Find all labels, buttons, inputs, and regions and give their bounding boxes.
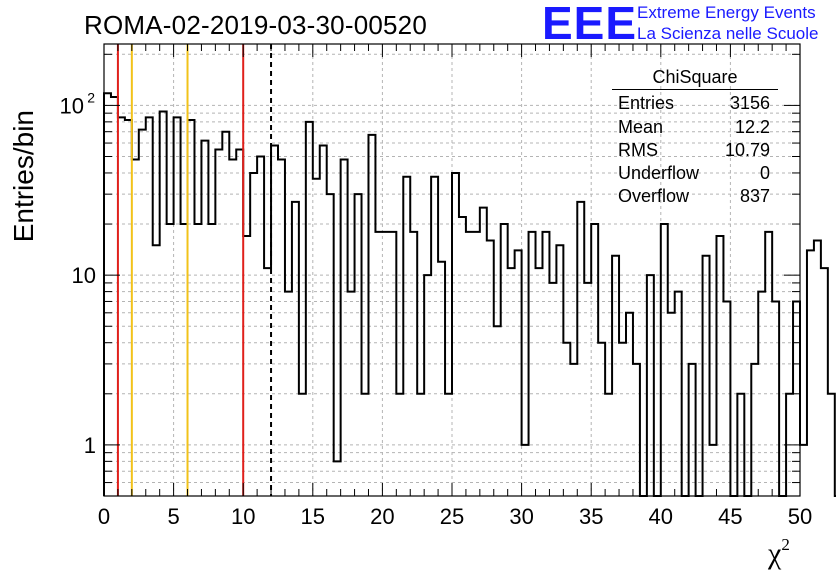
stats-value: 0 bbox=[759, 163, 770, 184]
stats-label: Mean bbox=[618, 116, 664, 137]
stats-row-entries: Entries 3156 bbox=[612, 92, 778, 115]
x-axis-label-text: χ bbox=[768, 537, 782, 570]
histogram-series bbox=[103, 92, 836, 497]
stats-box: ChiSquare Entries 3156 Mean 12.2 RMS 10.79 … bbox=[612, 66, 778, 209]
x-tick-label: 35 bbox=[579, 504, 603, 529]
logo-line-2: La Scienza nelle Scuole bbox=[637, 24, 819, 43]
x-tick-label: 15 bbox=[301, 504, 325, 529]
stats-row-underflow: Underflow 0 bbox=[612, 162, 778, 185]
y-tick-label: 10 bbox=[60, 93, 84, 118]
x-axis-label-sup: 2 bbox=[781, 535, 790, 554]
chart-title: ROMA-02-2019-03-30-00520 bbox=[84, 10, 427, 40]
stats-value: 10.79 bbox=[724, 139, 770, 160]
stats-label: RMS bbox=[618, 139, 658, 160]
x-tick-label: 10 bbox=[231, 504, 255, 529]
x-tick-label: 50 bbox=[788, 504, 812, 529]
x-tick-label: 5 bbox=[167, 504, 179, 529]
stats-value: 837 bbox=[739, 186, 770, 207]
stats-row-rms: RMS 10.79 bbox=[612, 139, 778, 162]
logo-caption: Extreme Energy Events La Scienza nelle S… bbox=[637, 2, 818, 44]
x-tick-label: 25 bbox=[440, 504, 464, 529]
stats-label: Underflow bbox=[618, 163, 700, 184]
stats-label: Overflow bbox=[618, 186, 690, 207]
x-tick-label: 45 bbox=[718, 504, 742, 529]
x-tick-label: 0 bbox=[98, 504, 110, 529]
stats-row-overflow: Overflow 837 bbox=[612, 185, 778, 208]
stats-value: 12.2 bbox=[734, 116, 770, 137]
eee-logo: EEE bbox=[542, 0, 638, 49]
stats-title: ChiSquare bbox=[612, 66, 778, 91]
y-tick-label: 1 bbox=[84, 433, 96, 458]
y-tick-label: 10 bbox=[72, 263, 96, 288]
stats-value: 3156 bbox=[729, 93, 770, 114]
stats-row-mean: Mean 12.2 bbox=[612, 116, 778, 139]
x-axis-label: χ2 bbox=[768, 535, 790, 571]
x-tick-label: 40 bbox=[649, 504, 673, 529]
y-tick-label-exponent: 2 bbox=[87, 89, 95, 105]
stats-label: Entries bbox=[618, 93, 675, 114]
x-tick-label: 20 bbox=[370, 504, 394, 529]
logo-line-1: Extreme Energy Events bbox=[637, 3, 816, 22]
x-tick-label: 30 bbox=[509, 504, 533, 529]
